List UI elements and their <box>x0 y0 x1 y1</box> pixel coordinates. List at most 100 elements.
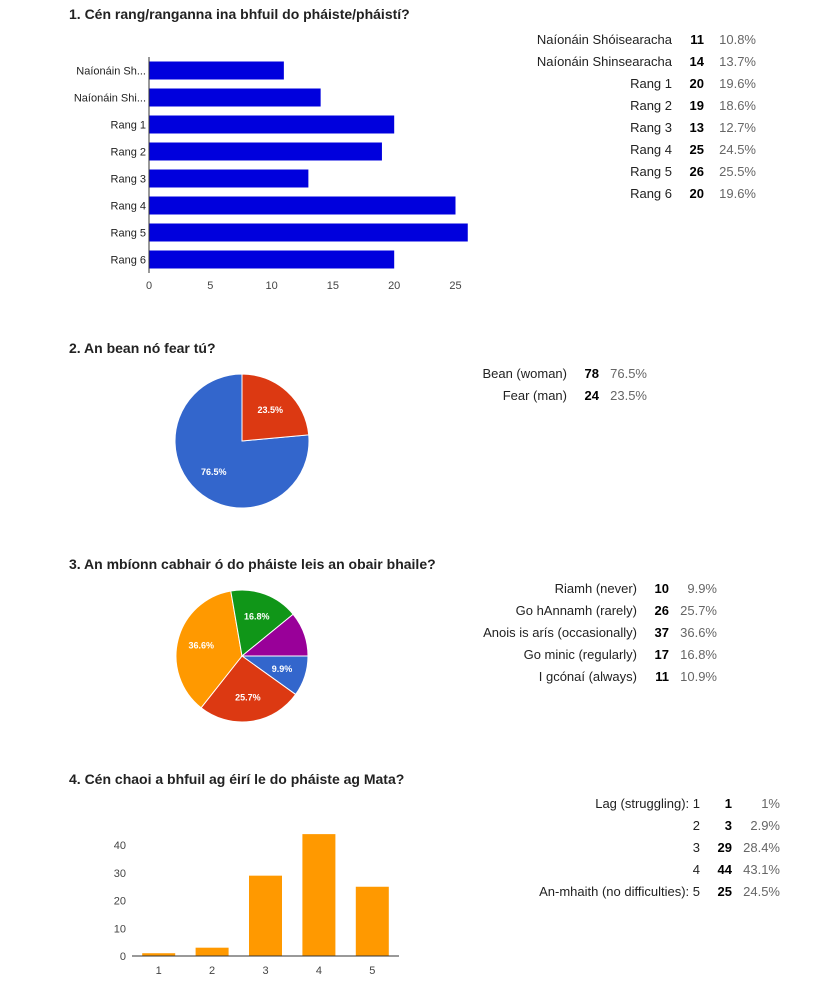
x-tick-label: 2 <box>209 965 215 977</box>
y-tick-label: 0 <box>120 951 126 963</box>
summary-row: Anois is arís (occasionally) 37 36.6% <box>475 621 717 643</box>
summary-row: Riamh (never) 10 9.9% <box>475 577 717 599</box>
category-label: Rang 1 <box>111 120 146 132</box>
summary-label: 3 <box>692 839 700 855</box>
bar <box>142 953 176 956</box>
summary-count: 24 <box>584 387 599 403</box>
category-label: Rang 2 <box>111 147 146 159</box>
summary-count: 26 <box>654 602 669 618</box>
summary-count: 13 <box>689 119 704 135</box>
summary-count: 3 <box>724 817 732 833</box>
summary-count: 19 <box>689 97 704 113</box>
summary-label: Go hAnnamh (rarely) <box>515 602 637 618</box>
summary-count: 78 <box>584 365 599 381</box>
summary-row: Go hAnnamh (rarely) 26 25.7% <box>475 599 717 621</box>
y-tick-label: 20 <box>114 896 126 908</box>
pie-slice <box>240 613 309 657</box>
x-tick-label: 25 <box>449 280 461 292</box>
q2-summary-table: Bean (woman) 78 76.5% Fear (man) 24 23.5% <box>475 362 647 406</box>
summary-percent: 12.7% <box>719 119 756 135</box>
summary-row: I gcónaí (always) 11 10.9% <box>475 665 717 687</box>
x-tick-label: 5 <box>207 280 213 292</box>
x-tick-label: 0 <box>146 280 152 292</box>
summary-count: 11 <box>690 31 704 47</box>
summary-count: 1 <box>724 795 732 811</box>
bar <box>302 834 336 956</box>
summary-count: 29 <box>717 839 732 855</box>
summary-percent: 25.5% <box>719 163 756 179</box>
x-tick-label: 10 <box>265 280 277 292</box>
summary-count: 11 <box>655 668 669 684</box>
category-label: Naíonáin Sh... <box>76 66 146 78</box>
x-tick-label: 15 <box>327 280 339 292</box>
x-tick-label: 1 <box>156 965 162 977</box>
question-4-title: 4. Cén chaoi a bhfuil ag éirí le do phái… <box>69 771 405 787</box>
summary-label: Rang 3 <box>630 119 672 135</box>
summary-percent: 2.9% <box>750 817 780 833</box>
summary-label: Rang 6 <box>630 185 672 201</box>
summary-count: 25 <box>717 883 732 899</box>
summary-row: An-mhaith (no difficulties): 5 25 24.5% <box>530 880 780 902</box>
summary-count: 25 <box>689 141 704 157</box>
summary-count: 10 <box>654 580 669 596</box>
summary-percent: 25.7% <box>680 602 717 618</box>
summary-row: Rang 6 20 19.6% <box>510 182 756 204</box>
summary-label: Rang 5 <box>630 163 672 179</box>
summary-count: 20 <box>689 185 704 201</box>
bar <box>149 169 309 188</box>
summary-row: Rang 2 19 18.6% <box>510 94 756 116</box>
summary-row: 2 3 2.9% <box>530 814 780 836</box>
slice-label: 25.7% <box>235 693 261 703</box>
summary-label: Naíonáin Shinsearacha <box>536 53 672 69</box>
summary-label: Go minic (regularly) <box>523 646 637 662</box>
slice-label: 9.9% <box>272 664 293 674</box>
summary-percent: 16.8% <box>680 646 717 662</box>
category-label: Rang 5 <box>111 228 146 240</box>
y-tick-label: 40 <box>114 840 126 852</box>
summary-count: 17 <box>654 646 669 662</box>
summary-percent: 19.6% <box>719 185 756 201</box>
summary-count: 14 <box>689 53 704 69</box>
summary-count: 44 <box>717 861 732 877</box>
bar <box>195 947 229 956</box>
summary-row: Naíonáin Shinsearacha 14 13.7% <box>510 50 756 72</box>
y-tick-label: 30 <box>114 868 126 880</box>
x-tick-label: 20 <box>388 280 400 292</box>
y-tick-label: 10 <box>114 923 126 935</box>
summary-percent: 23.5% <box>610 387 647 403</box>
summary-count: 26 <box>689 163 704 179</box>
summary-row: Bean (woman) 78 76.5% <box>475 362 647 384</box>
summary-label: Bean (woman) <box>482 365 567 381</box>
bar <box>149 196 456 215</box>
summary-percent: 1% <box>761 795 780 811</box>
bar <box>355 886 389 956</box>
summary-label: Riamh (never) <box>554 580 637 596</box>
summary-percent: 10.9% <box>680 668 717 684</box>
pie-slice <box>174 373 310 509</box>
category-label: Rang 4 <box>111 201 146 213</box>
q4-summary-table: Lag (struggling): 1 1 1% 2 3 2.9% 3 29 28.4% 4 44 4… <box>530 792 780 902</box>
summary-row: Rang 1 20 19.6% <box>510 72 756 94</box>
pie-slice <box>200 655 297 723</box>
pie-slice <box>230 589 294 657</box>
summary-percent: 18.6% <box>719 97 756 113</box>
summary-label: Anois is arís (occasionally) <box>483 624 637 640</box>
summary-label: I gcónaí (always) <box>538 668 637 684</box>
pie-slice <box>241 373 310 442</box>
summary-row: 4 44 43.1% <box>530 858 780 880</box>
q3-summary-table: Riamh (never) 10 9.9% Go hAnnamh (rarely) 26… <box>475 577 717 687</box>
bar <box>249 875 282 956</box>
summary-percent: 24.5% <box>743 883 780 899</box>
category-label: Naíonáin Shi... <box>74 93 146 105</box>
summary-label: Rang 1 <box>630 75 672 91</box>
summary-label: Rang 2 <box>630 97 672 113</box>
summary-label: Fear (man) <box>502 387 567 403</box>
summary-label: 2 <box>692 817 700 833</box>
slice-label: 76.5% <box>201 467 227 477</box>
question-1-title: 1. Cén rang/ranganna ina bhfuil do pháis… <box>69 6 410 22</box>
summary-percent: 36.6% <box>680 624 717 640</box>
summary-count: 37 <box>654 624 669 640</box>
summary-count: 20 <box>689 75 704 91</box>
